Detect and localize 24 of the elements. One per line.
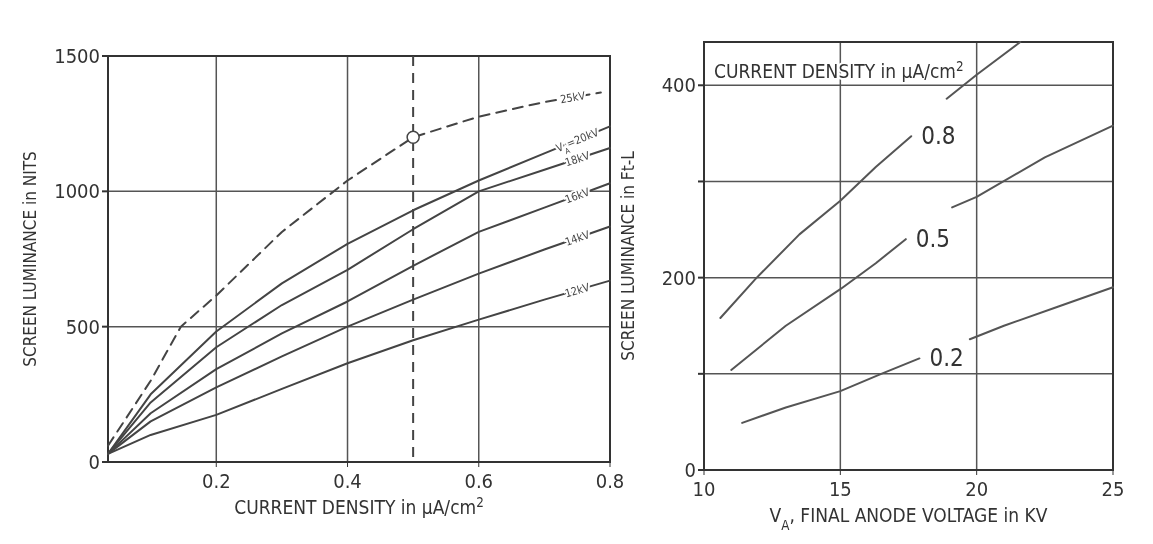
y-tick-label: 1500	[54, 44, 100, 68]
x-axis-title: V$_{A}$, FINAL ANODE VOLTAGE in KV	[769, 504, 1048, 533]
y-axis-title: SCREEN LUMINANCE in NITS	[20, 151, 40, 367]
series-label: 0.8	[921, 122, 956, 151]
x-tick-label: 15	[828, 477, 852, 501]
text: 25kV	[559, 89, 587, 107]
y-tick-label: 1000	[54, 179, 100, 204]
text: 16kV	[563, 185, 592, 207]
series-label: 0.2	[929, 344, 964, 373]
text: 12kV	[563, 280, 592, 301]
x-tick-label: 0.4	[333, 469, 362, 493]
y-tick-label: 500	[65, 314, 100, 339]
y-tick-label: 200	[661, 265, 696, 290]
y-axis-title: SCREEN LUMINANCE in Ft-L	[618, 150, 638, 361]
x-tick-label: 20	[965, 477, 989, 501]
x-tick-label: 0.6	[464, 469, 494, 493]
x-tick-label: 0.2	[201, 469, 231, 493]
x-tick-label: 25	[1101, 477, 1125, 501]
text: 14kV	[563, 228, 592, 249]
y-tick-label: 0	[88, 450, 100, 474]
series-label: 0.5	[915, 225, 951, 254]
x-tick-label: 0.8	[595, 469, 625, 493]
x-axis-title: CURRENT DENSITY in μA/cm$^{2}$	[234, 494, 484, 518]
y-tick-label: 400	[661, 73, 696, 98]
